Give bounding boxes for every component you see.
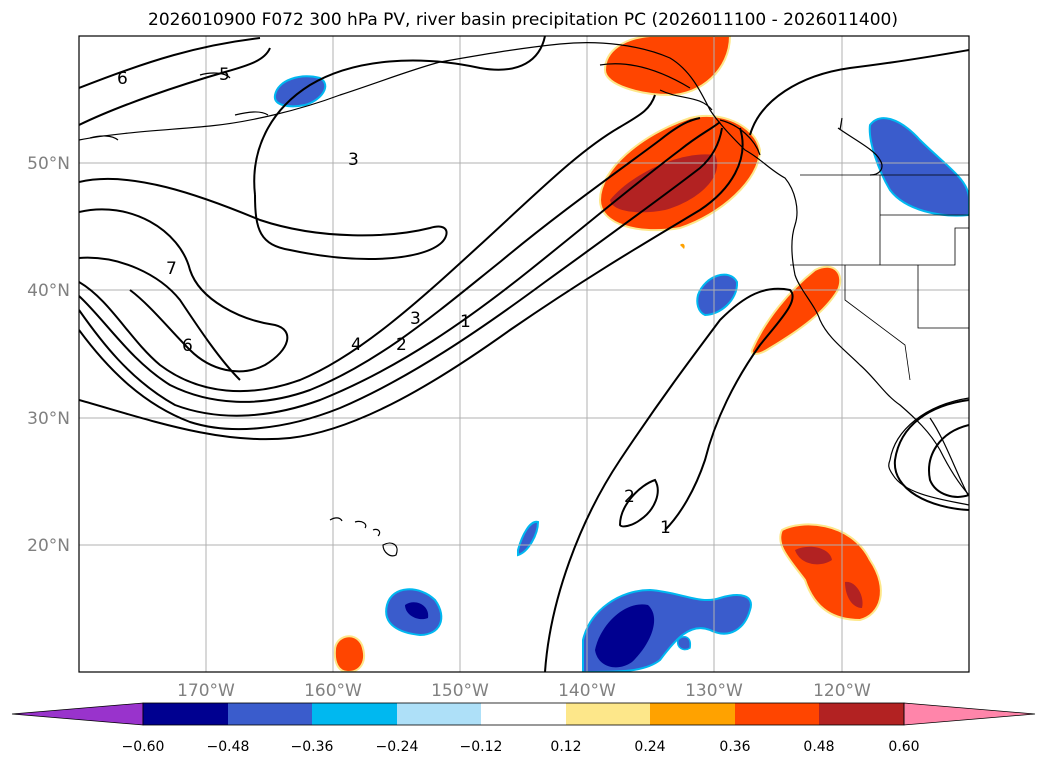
- colorbar-tick: −0.36: [291, 739, 334, 755]
- pv-contour-inner-east: [928, 424, 969, 498]
- colorbar-tick: −0.12: [460, 739, 503, 755]
- pv-contour-6-north: [79, 37, 261, 89]
- contour-label: 1: [460, 312, 471, 332]
- colorbar-tick: 0.60: [888, 739, 919, 755]
- colorbar-segment: [650, 703, 735, 725]
- precip-neg-subtropics-core: [595, 604, 655, 668]
- colorbar-segment: [481, 703, 566, 725]
- coastline-baja: [888, 397, 969, 506]
- precip-neg-small: [517, 520, 540, 557]
- precip-core-mexico-a: [795, 546, 832, 565]
- colorbar-tick: −0.48: [207, 739, 250, 755]
- colorbar-segment: [566, 703, 650, 725]
- precip-neg-northern-rockies: [868, 117, 969, 217]
- contour-labels: 6 5 3 7 6 4 3 2 1 2 1: [117, 65, 671, 538]
- contour-label: 2: [396, 335, 407, 355]
- precip-neg-hawaii-core: [405, 602, 429, 620]
- lon-label-120w: 120°W: [813, 681, 871, 701]
- contour-label: 5: [219, 65, 230, 85]
- coastline-islands-north: [89, 63, 761, 156]
- lat-label-20n: 20°N: [27, 536, 70, 556]
- pv-contour-closed-east: [893, 399, 969, 511]
- pv-contour-3-loop: [253, 36, 546, 196]
- colorbar: −0.60 −0.48 −0.36 −0.24 −0.12 0.12 0.24 …: [11, 702, 1036, 755]
- pv-contour-1-tongue: [544, 287, 794, 672]
- lon-label-170w: 170°W: [177, 681, 235, 701]
- precip-neg-offshore: [696, 273, 739, 317]
- colorbar-tick: 0.12: [550, 739, 581, 755]
- colorbar-outline: [142, 702, 905, 726]
- map-frame: [78, 35, 970, 673]
- colorbar-segment: [397, 703, 481, 725]
- coastline-pacific-rim: [79, 42, 969, 496]
- coastlines: [79, 42, 969, 557]
- colorbar-segment: [819, 703, 904, 725]
- lon-label-150w: 150°W: [431, 681, 489, 701]
- pv-contour-7-west: [79, 256, 241, 381]
- latitude-labels: 50°N 40°N 30°N 20°N: [27, 154, 70, 556]
- state-borders: [790, 174, 969, 381]
- colorbar-tick: −0.60: [122, 739, 165, 755]
- lon-label-130w: 130°W: [685, 681, 743, 701]
- colorbar-segment: [735, 703, 819, 725]
- contour-label: 7: [166, 259, 177, 279]
- contour-label: 3: [410, 309, 421, 329]
- precip-core-ne-pacific: [610, 154, 718, 213]
- colorbar-tick: 0.36: [719, 739, 750, 755]
- contour-label: 3: [348, 150, 359, 170]
- colorbar-extend-max: [903, 702, 1036, 726]
- figure-title: 2026010900 F072 300 hPa PV, river basin …: [148, 10, 898, 30]
- pv-contour-2-band: [79, 127, 723, 431]
- contour-label: 2: [624, 487, 635, 507]
- pv-contour-4-band: [79, 117, 701, 403]
- pv-contour-1-band: [79, 127, 744, 441]
- colorbar-tick: −0.24: [376, 739, 419, 755]
- precip-blob-alaska: [603, 36, 732, 97]
- precip-pos-speck: [680, 243, 685, 249]
- colorbar-segment: [143, 703, 228, 725]
- lon-label-140w: 140°W: [558, 681, 616, 701]
- pv-contours: [79, 36, 969, 672]
- pv-contour-2-closed: [618, 478, 659, 528]
- lat-label-40n: 40°N: [27, 281, 70, 301]
- coastline-puget: [837, 117, 883, 176]
- pv-contour-6-band: [79, 94, 656, 393]
- colorbar-extend-min: [11, 702, 144, 726]
- precip-neg-speck: [676, 635, 692, 651]
- precip-blob-south-pacific: [333, 635, 366, 672]
- longitude-labels: 170°W 160°W 150°W 140°W 130°W 120°W: [177, 681, 871, 701]
- lat-label-30n: 30°N: [27, 409, 70, 429]
- contour-label: 6: [117, 69, 128, 89]
- pv-contour-north-east: [749, 49, 969, 136]
- colorbar-segment: [312, 703, 397, 725]
- precip-shading: [273, 36, 969, 672]
- pv-contour-5-north: [79, 47, 271, 126]
- lat-label-50n: 50°N: [27, 154, 70, 174]
- contour-label: 1: [660, 518, 671, 538]
- map-graticule: [79, 36, 969, 672]
- pv-contour-3-band: [79, 121, 721, 417]
- precip-core-mexico-b: [845, 581, 863, 608]
- contour-label: 6: [182, 336, 193, 356]
- colorbar-segment: [228, 703, 312, 725]
- coastline-hawaii: [329, 517, 398, 557]
- pv-contour-3-west: [79, 178, 448, 260]
- colorbar-tick: 0.48: [803, 739, 834, 755]
- lon-label-160w: 160°W: [304, 681, 362, 701]
- pv-contour-6-west: [79, 208, 289, 373]
- contour-label: 4: [351, 335, 362, 355]
- colorbar-tick: 0.24: [634, 739, 665, 755]
